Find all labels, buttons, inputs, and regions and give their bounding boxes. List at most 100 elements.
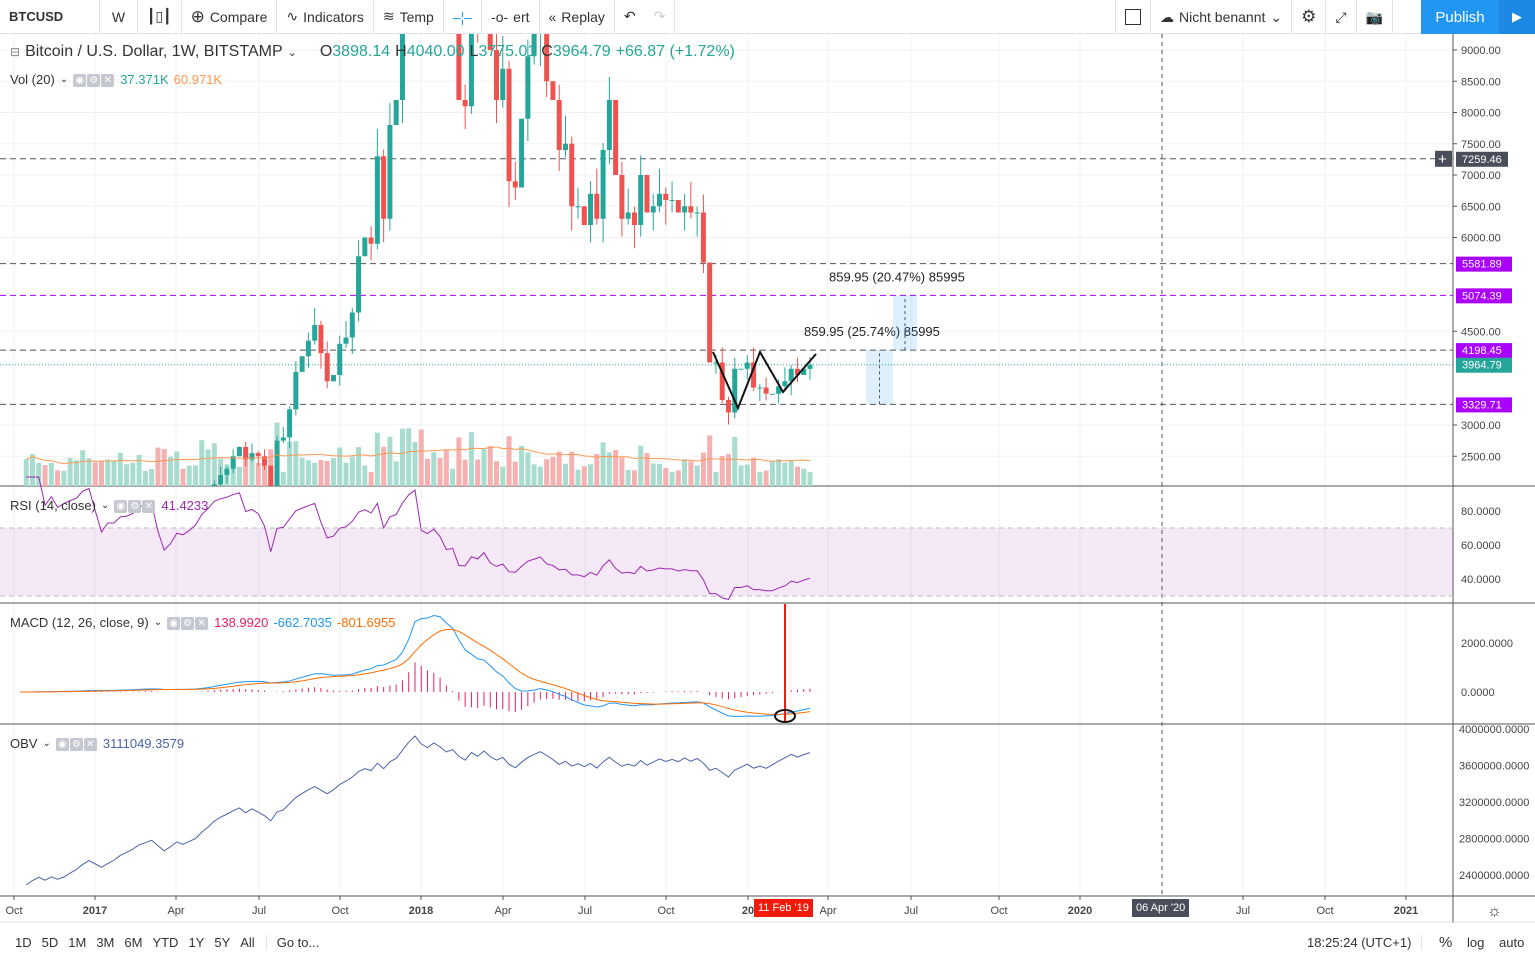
volume-bar [437,457,443,486]
candle-body [218,475,224,485]
candle-body [500,68,506,100]
eye-icon[interactable]: ◉ [167,617,181,630]
log-toggle[interactable]: log [1467,934,1485,950]
clock[interactable]: 18:25:24 (UTC+1) [1302,934,1423,950]
volume-bar [305,460,311,486]
volume-bar [462,459,468,486]
range-5d[interactable]: 5D [41,934,59,950]
candle-body [381,156,387,219]
auto-toggle[interactable]: auto [1499,934,1525,950]
publish-button[interactable]: Publish [1421,0,1499,34]
volume-bar [36,462,42,486]
close-icon[interactable]: ✕ [83,738,97,751]
volume-bar [393,461,399,486]
price-label: 5074.39 [1462,290,1502,302]
volume-bar [299,457,305,486]
range-1d[interactable]: 1D [15,934,32,950]
undo-button[interactable]: ↶ [615,0,645,34]
price-tick-label: 3000.00 [1461,420,1501,432]
eye-icon[interactable]: ◉ [114,500,128,513]
volume-bar [149,468,155,486]
rsi-tick-label: 40.0000 [1461,574,1501,586]
chevron-down-icon: ⌄ [42,737,51,749]
time-label: Jul [904,905,918,917]
range-1m[interactable]: 1M [68,934,87,950]
eye-icon[interactable]: ◉ [73,74,87,87]
gear-icon[interactable]: ⚙ [181,617,195,630]
volume-bar [98,461,104,486]
volume-label[interactable]: Vol (20) [10,71,55,87]
goto-button[interactable]: Go to... [276,934,320,950]
range-6m[interactable]: 6M [124,934,143,950]
price-label: 3329.71 [1462,399,1502,411]
fullscreen-rect-button[interactable] [1115,0,1151,34]
percent-toggle[interactable]: % [1439,933,1453,951]
chart-type-button[interactable]: ┃▯┃ [138,0,182,34]
alert-label: ert [513,8,530,25]
interval-button[interactable]: W [100,0,138,34]
close-label: C [541,43,553,60]
obv-label[interactable]: OBV [10,735,38,751]
volume-bar [456,437,462,486]
snapshot-button[interactable]: 📷 [1357,0,1394,34]
candle-body [613,100,619,175]
replay-button[interactable]: «Replay [540,0,615,34]
range-ytd[interactable]: YTD [152,934,179,950]
candle-body [569,143,575,207]
low-label: L [469,43,479,60]
gear-icon[interactable]: ⚙ [87,74,101,87]
volume-bar [124,464,130,486]
close-icon[interactable]: ✕ [101,74,115,87]
redo-icon: ↷ [653,8,666,24]
volume-bar [751,457,757,486]
play-button[interactable]: ▶ [1499,0,1535,34]
volume-bar [230,461,236,486]
gear-icon[interactable]: ⚙ [128,500,142,513]
volume-bar [368,472,374,486]
redo-button[interactable]: ↷ [645,0,676,34]
close-icon[interactable]: ✕ [195,617,209,630]
fullscreen-button[interactable]: ⤢ [1326,0,1357,34]
symbol-title[interactable]: Bitcoin / U.S. Dollar, 1W, BITSTAMP [25,43,283,60]
macd-legend: MACD (12, 26, close, 9) ⌄ ◉ ⚙ ✕ 138.9920 -66… [10,614,395,630]
range-3m[interactable]: 3M [96,934,115,950]
range-5y[interactable]: 5Y [214,934,231,950]
volume-bar [550,456,556,486]
candle-body [650,206,656,213]
eye-icon[interactable]: ◉ [55,738,69,751]
range-1y[interactable]: 1Y [188,934,205,950]
obv-tick-label: 2800000.0000 [1459,834,1529,846]
chart-canvas[interactable]: 9000.00 8500.00 8000.00 7500.00 7000.00 6500.… [0,34,1535,923]
plus-circle-icon: ⊕ [190,6,205,26]
layout-name-button[interactable]: ☁ Nicht benannt ⌄ [1151,0,1293,34]
volume-bar [418,429,424,486]
gear-icon[interactable]: ⚙ [69,738,83,751]
compare-button[interactable]: ⊕ Compare [182,0,278,34]
settings-button[interactable]: ⚙ [1292,0,1327,34]
range-all[interactable]: All [240,934,255,950]
templates-button[interactable]: ≋ Temp [374,0,444,34]
rewind-icon: « [548,8,557,25]
candle-body [694,212,700,214]
time-label: Oct [657,905,674,917]
measure-box [893,295,917,351]
volume-bar [412,442,418,486]
time-label: 2018 [409,905,433,917]
candle-body [268,465,274,486]
volume-bar [494,461,499,486]
volume-bar [468,432,474,486]
time-label: 2017 [83,905,107,917]
alert-button[interactable]: -o-ert [482,0,540,34]
indicators-button[interactable]: ∿ Indicators [277,0,374,34]
close-icon[interactable]: ✕ [142,500,156,513]
macd-value: -662.7035 [273,614,332,630]
symbol-search[interactable]: BTCUSD [0,0,100,34]
crosshair-button[interactable]: –¦– [444,0,483,34]
price-label-bg [1456,343,1512,359]
rsi-label[interactable]: RSI (14, close) [10,497,96,513]
gear-icon: ⚙ [1301,7,1317,26]
candle-body [751,362,757,388]
macd-label[interactable]: MACD (12, 26, close, 9) [10,614,149,630]
candle-body [274,440,280,486]
volume-bar [61,470,67,486]
